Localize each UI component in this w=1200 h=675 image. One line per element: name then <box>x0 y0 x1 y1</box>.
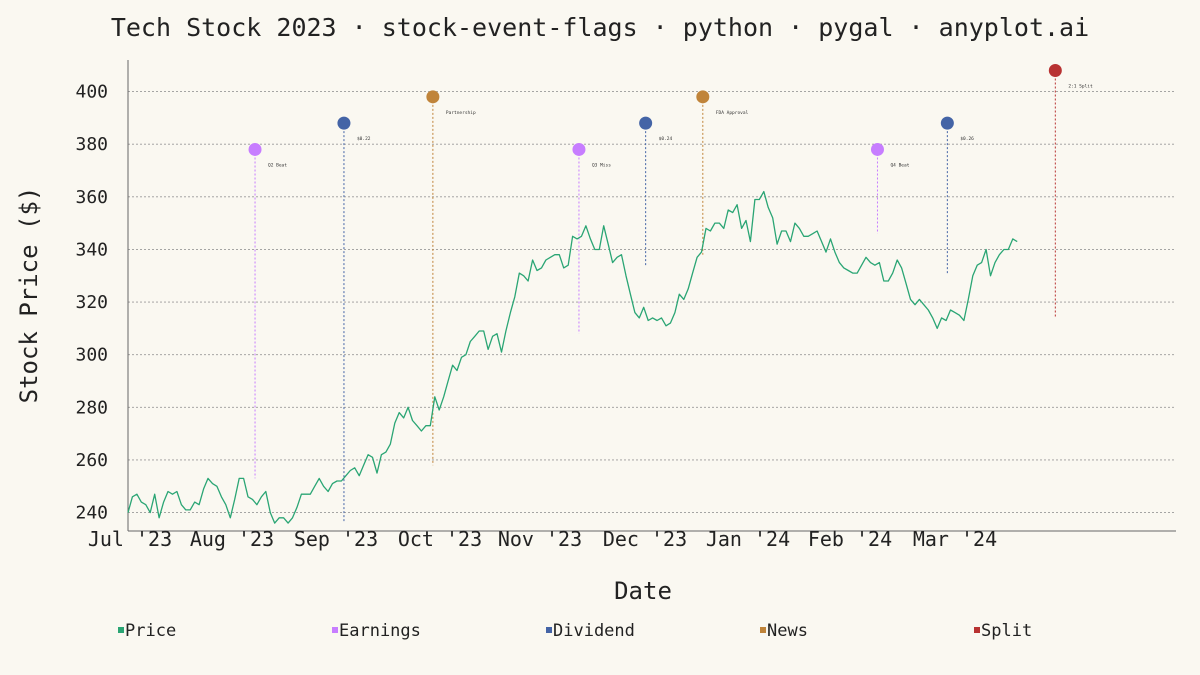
price-series <box>127 190 1018 524</box>
legend-swatch <box>974 627 980 633</box>
x-tick-label: Feb '24 <box>808 527 892 551</box>
y-tick-label: 300 <box>75 345 108 366</box>
y-tick-label: 400 <box>75 82 108 103</box>
legend-label: News <box>767 621 808 641</box>
y-tick-label: 260 <box>75 450 108 471</box>
event-flag-label: $0.22 <box>357 136 371 142</box>
legend-label: Price <box>125 621 176 641</box>
x-axis-label: Date <box>614 577 672 605</box>
event-flag-label: $0.26 <box>960 136 974 142</box>
event-stems <box>254 70 1056 524</box>
y-tick-label: 380 <box>75 134 108 155</box>
event-flag-marker <box>696 90 710 104</box>
x-tick-labels: Jul '23 Aug '23 Sep '23 Oct '23 Nov '23 Dec '… <box>88 527 997 551</box>
x-tick-label: Aug '23 <box>190 527 274 551</box>
x-tick-label: Mar '24 <box>913 527 997 551</box>
legend-swatch <box>118 627 124 633</box>
x-tick-label: Sep '23 <box>294 527 378 551</box>
event-flag-label: 2:1 Split <box>1068 84 1093 90</box>
event-flag-marker <box>572 142 586 156</box>
event-flag-marker <box>337 116 351 130</box>
x-tick-label: Jul '23 <box>88 527 172 551</box>
x-tick-label: Dec '23 <box>603 527 687 551</box>
event-flag-label: Q2 Beat <box>268 162 287 168</box>
legend-label: Dividend <box>553 621 635 641</box>
x-tick-label: Nov '23 <box>498 527 582 551</box>
event-flag-marker <box>639 116 653 130</box>
legend: Price Earnings Dividend News Split <box>118 621 1032 641</box>
y-tick-labels: 240 260 280 300 320 340 360 380 400 <box>75 82 108 524</box>
y-tick-label: 340 <box>75 239 108 260</box>
legend-swatch <box>332 627 338 633</box>
legend-label: Earnings <box>339 621 421 641</box>
price-line <box>127 190 1018 524</box>
y-tick-label: 280 <box>75 397 108 418</box>
x-tick-label: Jan '24 <box>706 527 790 551</box>
event-flag-marker <box>248 142 262 156</box>
event-flags: Q2 Beat $0.22 Partnership Q3 Miss $0.24 FDA A… <box>248 64 1093 168</box>
event-flag-marker <box>426 90 440 104</box>
y-tick-label: 360 <box>75 187 108 208</box>
legend-swatch <box>546 627 552 633</box>
event-flag-label: $0.24 <box>659 136 673 142</box>
chart-title: Tech Stock 2023 · stock-event-flags · py… <box>111 13 1089 42</box>
y-axis-label: Stock Price ($) <box>15 187 43 404</box>
x-tick-label: Oct '23 <box>398 527 482 551</box>
event-flag-label: Partnership <box>446 110 476 116</box>
axes <box>127 60 1176 532</box>
grid <box>128 91 1176 514</box>
event-flag-label: Q4 Beat <box>890 162 909 168</box>
y-tick-label: 320 <box>75 292 108 313</box>
y-tick-label: 240 <box>75 503 108 524</box>
event-flag-marker <box>870 142 884 156</box>
legend-swatch <box>760 627 766 633</box>
event-flag-label: Q3 Miss <box>592 162 611 168</box>
event-flag-label: FDA Approval <box>716 110 749 116</box>
event-flag-marker <box>1048 64 1062 78</box>
legend-label: Split <box>981 621 1032 641</box>
event-flag-marker <box>940 116 954 130</box>
